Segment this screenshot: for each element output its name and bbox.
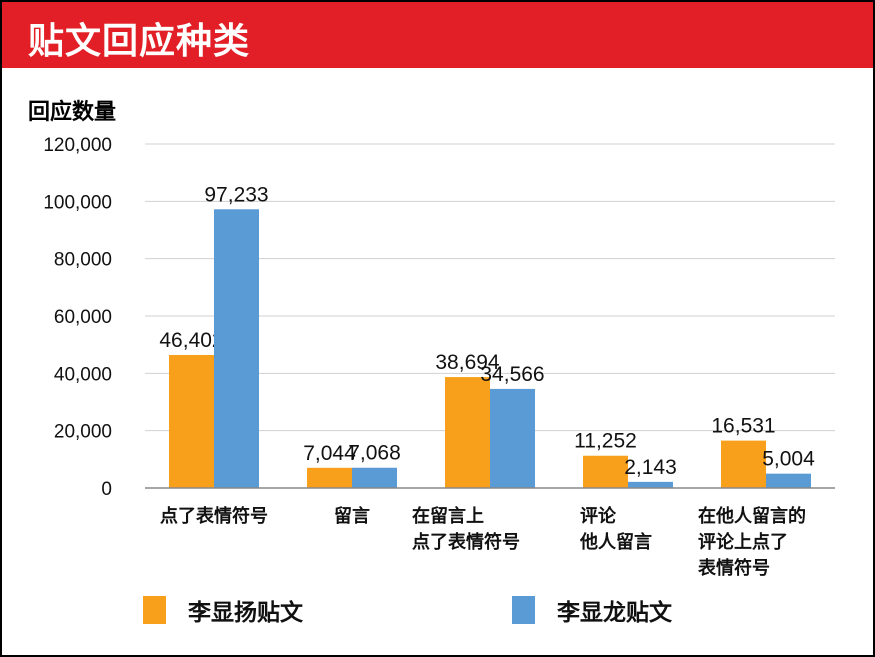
y-axis-label: 回应数量 — [28, 100, 117, 125]
x-tick-label: 评论 — [580, 505, 617, 527]
y-tick-label: 0 — [101, 479, 112, 500]
data-label: 7,044 — [303, 442, 356, 465]
bar — [169, 354, 214, 488]
x-tick-label: 点了表情符号 — [160, 505, 268, 527]
bar — [628, 481, 673, 488]
y-tick-label: 80,000 — [54, 250, 112, 271]
legend-swatch — [512, 596, 535, 624]
bar — [490, 388, 535, 488]
data-label: 2,143 — [624, 456, 677, 479]
x-tick-label: 评论上点了 — [698, 531, 788, 553]
chart-title: 贴文回应种类 — [28, 21, 251, 62]
legend-item-0: 李显扬贴文 — [143, 593, 303, 627]
bar — [766, 473, 811, 488]
x-tick-label: 在留言上 — [412, 505, 484, 527]
bar — [445, 377, 490, 488]
bar — [352, 467, 397, 488]
x-tick-label: 他人留言 — [579, 531, 652, 553]
x-tick-label: 留言 — [334, 505, 370, 527]
x-tick-label: 表情符号 — [698, 557, 770, 579]
legend-label: 李显龙贴文 — [557, 600, 672, 626]
title-bar: 贴文回应种类 — [2, 2, 873, 68]
y-tick-label: 20,000 — [54, 422, 112, 443]
data-label: 38,694 — [435, 351, 500, 374]
x-tick-label: 在他人留言的 — [698, 505, 806, 527]
data-label: 5,004 — [762, 448, 815, 471]
data-label: 11,252 — [574, 430, 637, 453]
y-tick-label: 120,000 — [43, 135, 112, 156]
bar — [214, 209, 259, 489]
bar — [307, 467, 352, 488]
legend-swatch — [143, 596, 166, 624]
x-tick-label: 点了表情符号 — [412, 531, 520, 553]
data-label: 97,233 — [204, 183, 268, 206]
bar — [721, 440, 766, 488]
y-tick-label: 60,000 — [54, 307, 112, 328]
legend-item-1: 李显龙贴文 — [512, 593, 672, 627]
bar — [583, 455, 628, 488]
y-tick-label: 100,000 — [43, 192, 112, 213]
y-tick-label: 40,000 — [54, 364, 112, 385]
data-label: 34,566 — [480, 363, 544, 386]
legend-label: 李显扬贴文 — [188, 600, 303, 626]
data-label: 16,531 — [711, 415, 775, 438]
data-label: 46,402 — [159, 329, 223, 352]
data-label: 7,068 — [348, 442, 401, 465]
